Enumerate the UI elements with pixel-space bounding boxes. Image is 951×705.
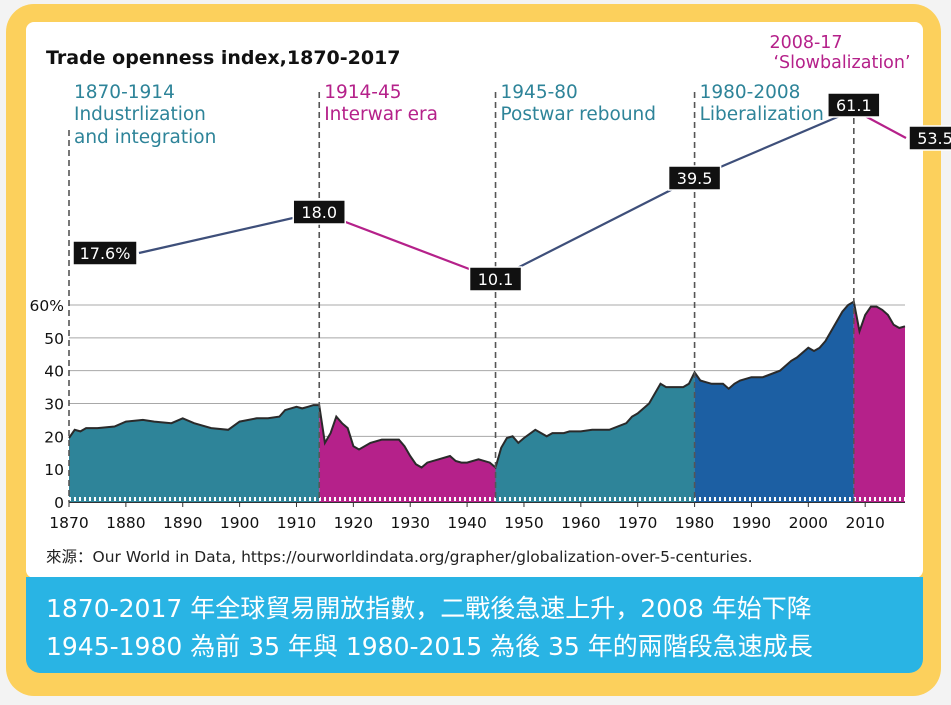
area-segment bbox=[69, 405, 320, 502]
x-tick-label: 2010 bbox=[845, 514, 884, 532]
x-tick-label: 1870 bbox=[49, 514, 88, 532]
x-tick-label: 1880 bbox=[106, 514, 145, 532]
value-label: 10.1 bbox=[478, 270, 514, 289]
y-tick-label: 60% bbox=[30, 297, 64, 315]
y-tick-label: 40 bbox=[44, 363, 64, 381]
period-range-label: 1980-2008 bbox=[700, 82, 801, 103]
divider-layer bbox=[68, 92, 855, 502]
x-tick-label: 1950 bbox=[504, 514, 543, 532]
caption-line-2: 1945-1980 為前 35 年與 1980-2015 為後 35 年的兩階段… bbox=[46, 632, 813, 661]
value-label: 39.5 bbox=[677, 169, 713, 188]
period-name-label: Postwar rebound bbox=[501, 104, 657, 125]
x-tick-label: 1930 bbox=[390, 514, 429, 532]
x-tick-label: 1910 bbox=[277, 514, 316, 532]
x-tick-label: 1990 bbox=[732, 514, 771, 532]
trend-segment bbox=[138, 210, 320, 255]
period-name-label: Industrlization bbox=[74, 104, 206, 125]
x-tick-label: 1970 bbox=[618, 514, 657, 532]
summary-layer: 17.6% 18.0 10.1 39.5 61.1 53.5 bbox=[72, 92, 951, 292]
period-range-label: 1870-1914 bbox=[74, 82, 175, 103]
period-range-label: 1945-80 bbox=[501, 82, 578, 103]
y-tick-label: 30 bbox=[44, 396, 64, 414]
value-label: 18.0 bbox=[301, 203, 337, 222]
x-tick-label: 2000 bbox=[789, 514, 828, 532]
value-label-box bbox=[468, 266, 523, 292]
value-label: 53.5 bbox=[917, 129, 951, 148]
value-label: 61.1 bbox=[836, 96, 872, 115]
period-name-label: ‘Slowbalization’ bbox=[773, 53, 910, 73]
value-label-box bbox=[72, 240, 138, 266]
x-tick-label: 1900 bbox=[220, 514, 259, 532]
y-tick-label: 50 bbox=[44, 330, 64, 348]
value-label-box bbox=[292, 199, 346, 225]
y-tick-label: 10 bbox=[44, 461, 64, 479]
source-note: 來源：Our World in Data, https://ourworldin… bbox=[46, 548, 753, 566]
series-outline bbox=[68, 300, 906, 470]
period-range-label: 1914-45 bbox=[324, 82, 401, 103]
period-name-label: Liberalization bbox=[700, 104, 824, 125]
x-tick-label: 1890 bbox=[163, 514, 202, 532]
trend-segment bbox=[495, 177, 696, 280]
period-name-label-2: and integration bbox=[74, 127, 216, 148]
y-tick-label: 20 bbox=[44, 428, 64, 446]
value-label-box bbox=[908, 125, 951, 151]
period-name-label: Interwar era bbox=[324, 104, 438, 125]
area-segment bbox=[495, 372, 695, 502]
x-tick-label: 1940 bbox=[447, 514, 486, 532]
trend-segment bbox=[318, 210, 496, 281]
value-label: 17.6% bbox=[80, 244, 131, 263]
y-tick-label: 0 bbox=[54, 494, 64, 512]
area-segment bbox=[853, 301, 905, 502]
x-tick-label: 1960 bbox=[561, 514, 600, 532]
x-tick-label: 1980 bbox=[675, 514, 714, 532]
area-layer bbox=[68, 300, 906, 502]
caption-banner: 1870-2017 年全球貿易開放指數，二戰後急速上升，2008 年始下降 19… bbox=[26, 577, 923, 673]
area-segment bbox=[319, 405, 496, 502]
chart-title: Trade openness index,1870-2017 bbox=[46, 47, 401, 69]
caption-line-1: 1870-2017 年全球貿易開放指數，二戰後急速上升，2008 年始下降 bbox=[46, 594, 812, 623]
period-range-label: 2008-17 bbox=[769, 33, 842, 53]
value-label-box bbox=[827, 92, 881, 118]
value-label-box bbox=[667, 165, 722, 191]
x-tick-label: 1920 bbox=[334, 514, 373, 532]
